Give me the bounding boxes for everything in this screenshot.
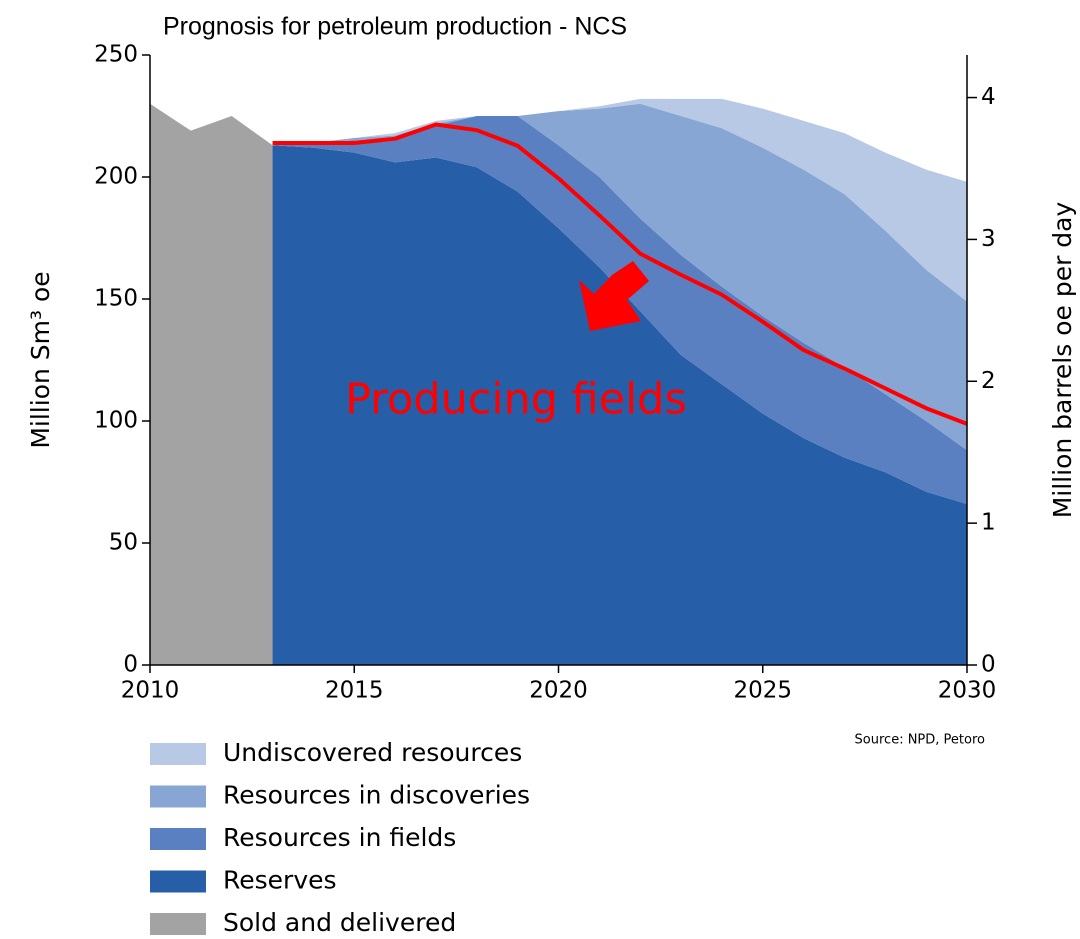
y-tick-label: 200 — [94, 164, 138, 190]
y2-tick-label: 0 — [981, 652, 996, 678]
y2-axis-label: Million barrels oe per day — [1048, 202, 1077, 519]
y-tick-label: 100 — [94, 408, 138, 434]
y2-tick-label: 4 — [981, 84, 996, 110]
x-tick-label: 2025 — [733, 678, 792, 704]
legend-swatch — [150, 785, 206, 808]
x-tick-label: 2020 — [529, 678, 588, 704]
y2-tick-label: 2 — [981, 368, 996, 394]
y-tick-label: 150 — [94, 286, 138, 312]
area — [272, 145, 967, 665]
areas — [150, 98, 967, 666]
legend-swatch — [150, 828, 206, 850]
legend-label: Undiscovered resources — [223, 738, 522, 767]
chart-title: Prognosis for petroleum production - NCS — [163, 13, 627, 41]
legend-label: Resources in discoveries — [223, 781, 530, 810]
annotation: Producing fields — [345, 375, 687, 425]
area — [272, 116, 967, 504]
source: Source: NPD, Petoro — [855, 733, 985, 748]
x-tick-label: 2015 — [325, 678, 384, 704]
y2-tick-label: 1 — [981, 510, 996, 536]
legend-label: Resources in fields — [223, 823, 456, 852]
x-tick-label: 2030 — [938, 678, 997, 704]
y-tick-label: 250 — [94, 42, 138, 68]
legend-label: Sold and delivered — [223, 908, 456, 937]
y-tick-label: 0 — [123, 652, 138, 678]
arrow — [579, 261, 649, 331]
legend-swatch — [150, 913, 206, 935]
legend-swatch — [150, 743, 206, 765]
y2-tick-label: 3 — [981, 226, 996, 252]
x-tick-label: 2010 — [121, 678, 180, 704]
legend-label: Reserves — [223, 866, 337, 895]
area — [272, 103, 967, 451]
line — [272, 122, 968, 426]
area — [272, 98, 967, 302]
y-tick-label: 50 — [109, 530, 138, 556]
area — [150, 103, 273, 666]
legend-swatch — [150, 870, 206, 893]
y-axis-label: Million Sm³ oe — [26, 271, 55, 448]
